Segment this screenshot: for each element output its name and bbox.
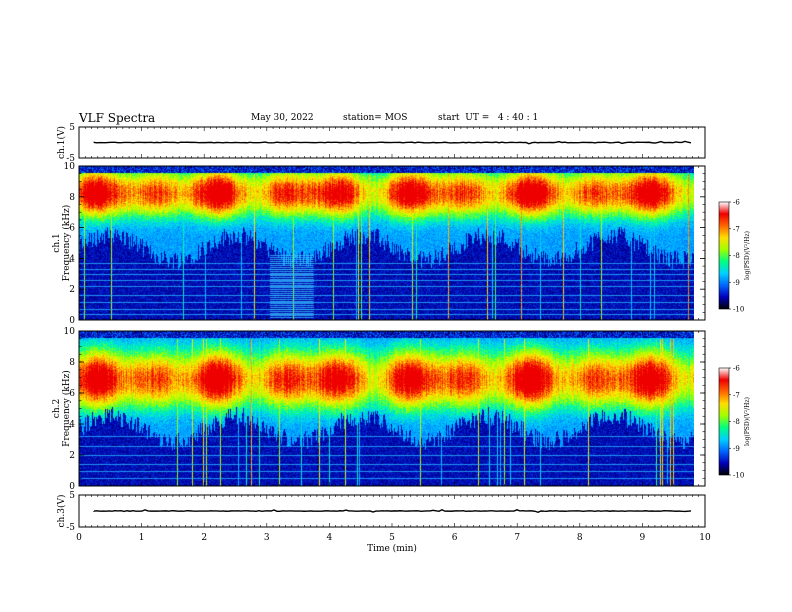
y-tick-label: 0 [69,316,75,326]
colorbar [718,367,730,476]
colorbar-tick-label: -9 [733,279,740,287]
x-tick-label: 2 [201,533,207,543]
y-tick-label: -5 [66,523,75,533]
x-tick-label: 0 [76,533,82,543]
ch1-waveform-trace [93,140,692,145]
y-tick-label: 4 [69,254,75,264]
colorbar-tick-label: -9 [733,445,740,453]
ch1-spectrogram-image [79,166,694,320]
y-tick-label: 2 [69,285,75,295]
station-label: station= MOS [343,113,408,123]
colorbar-tick-label: -6 [733,199,740,207]
y-tick-label: 2 [69,451,75,461]
x-tick-label: 1 [139,533,145,543]
x-tick-label: 5 [389,533,395,543]
y-axis-label: ch.3(V) [56,495,67,528]
colorbar-tick-label: -7 [733,225,740,233]
y-tick-label: 5 [69,123,75,133]
y-axis-label: ch.1(V) [56,126,67,159]
y-tick-label: 10 [64,162,76,172]
y-tick-label: 8 [69,358,75,368]
x-tick-label: 9 [640,533,646,543]
colorbar [718,201,730,310]
colorbar-tick-label: -10 [733,306,744,314]
colorbar-tick-label: -8 [733,418,740,426]
y-tick-label: 8 [69,193,75,203]
colorbar-tick-label: -8 [733,252,740,260]
y-tick-label: -5 [66,154,75,164]
chart-title: VLF Spectra [79,111,156,125]
x-tick-label: 8 [577,533,583,543]
start-time-label: start UT = 4 : 40 : 1 [438,113,539,123]
colorbar-tick-label: -7 [733,391,740,399]
date-label: May 30, 2022 [251,113,314,123]
y-tick-label: 10 [64,327,76,337]
x-axis-label: Time (min) [367,543,417,554]
y-axis-label: Frequency (kHz) [61,205,72,282]
colorbar-tick-label: -6 [733,365,740,373]
y-axis-channel-label: ch.2 [52,399,62,418]
x-tick-label: 6 [452,533,458,543]
x-tick-label: 7 [514,533,520,543]
y-tick-label: 0 [69,482,75,492]
colorbar-label: log(PSD)(V²/Hz) [744,397,751,446]
y-axis-label: Frequency (kHz) [61,370,72,447]
y-axis-channel-label: ch.1 [52,233,62,252]
colorbar-tick-label: -10 [733,472,744,480]
x-tick-label: 10 [699,533,711,543]
y-tick-label: 5 [69,491,75,501]
ch3-waveform-trace [93,508,692,513]
y-tick-label: 6 [69,389,75,399]
y-tick-label: 4 [69,420,75,430]
x-tick-label: 3 [264,533,270,543]
colorbar-label: log(PSD)(V²/Hz) [744,231,751,280]
ch2-spectrogram-image [79,331,694,486]
y-tick-label: 6 [69,224,75,234]
x-tick-label: 4 [327,533,333,543]
